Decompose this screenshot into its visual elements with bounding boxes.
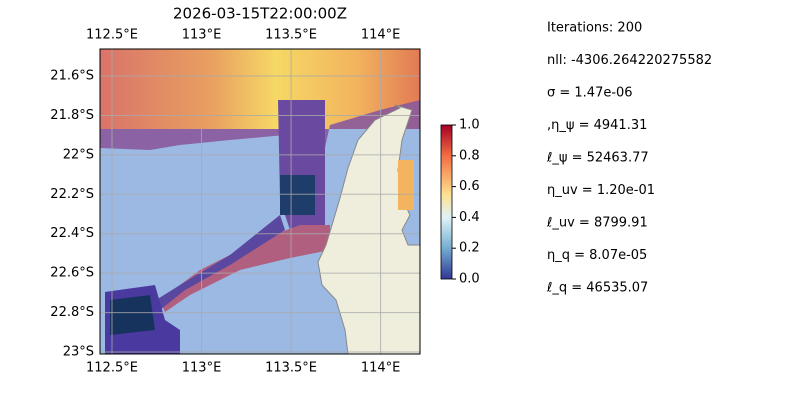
x-tick-label-bottom: 113°E (182, 361, 222, 376)
y-tick-label: 21.8°S (50, 108, 94, 123)
colorbar-tick-label: 1.0 (459, 118, 480, 133)
x-tick-label-bottom: 112.5°E (86, 361, 138, 376)
x-tick-label-top: 114°E (361, 28, 401, 43)
colorbar-frame (440, 124, 453, 280)
field-east (398, 160, 414, 210)
x-tick-label-top: 113.5°E (265, 28, 317, 43)
info-line: η_q = 8.07e-05 (547, 248, 647, 263)
info-line: Iterations: 200 (547, 21, 642, 36)
y-tick-label: 22.8°S (50, 305, 94, 320)
field-mid (100, 100, 420, 170)
x-tick-label-top: 112.5°E (86, 28, 138, 43)
x-tick-label-bottom: 114°E (361, 361, 401, 376)
field-band (160, 225, 330, 312)
x-tick-label-top: 113°E (182, 28, 222, 43)
colorbar-tick-label: 0.6 (459, 179, 480, 194)
x-tick-label-bottom: 113.5°E (265, 361, 317, 376)
y-tick-label: 22.6°S (50, 266, 94, 281)
info-line: η_uv = 1.20e-01 (547, 183, 655, 198)
info-line: ℓ_uv = 8799.91 (546, 216, 648, 231)
y-tick-label: 22.4°S (50, 226, 94, 241)
colorbar-tick-label: 0.2 (459, 241, 480, 256)
y-tick-label: 23°S (63, 345, 94, 360)
info-line: ℓ_q = 46535.07 (546, 281, 648, 296)
field-dark (280, 175, 315, 215)
field-sw-dark (110, 295, 155, 335)
y-tick-label: 21.6°S (50, 69, 94, 84)
field-band2 (140, 215, 285, 318)
y-tick-label: 22°S (63, 147, 94, 162)
map (100, 49, 420, 354)
map-frame (99, 48, 421, 355)
map-title: 2026-03-15T22:00:00Z (173, 5, 347, 23)
y-tick-label: 22.2°S (50, 187, 94, 202)
info-line: nll: -4306.264220275582 (547, 53, 712, 68)
info-line: σ = 1.47e-06 (547, 86, 633, 101)
colorbar-tick-label: 0.8 (459, 148, 480, 163)
colorbar-tick-label: 0.0 (459, 272, 480, 287)
colorbar (441, 125, 452, 279)
info-line: ,η_ψ = 4941.31 (547, 118, 647, 133)
colorbar-tick-label: 0.4 (459, 210, 480, 225)
info-line: ℓ_ψ = 52463.77 (546, 151, 649, 166)
